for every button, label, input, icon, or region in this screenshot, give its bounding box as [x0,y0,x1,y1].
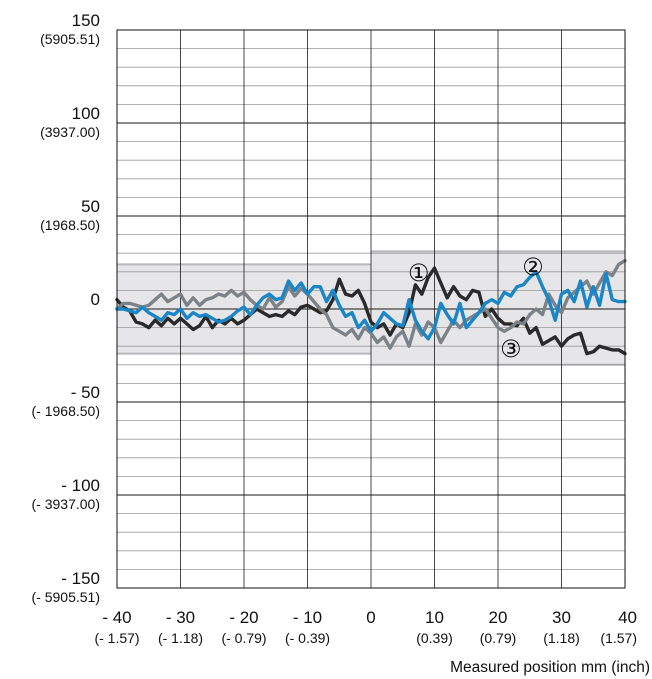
y-tick-sublabel: (3937.00) [40,124,100,140]
x-tick-sublabel: (- 1.18) [158,630,203,646]
series-line-3 [115,270,627,341]
annotation-marker-2: ② [522,253,544,281]
x-tick-label: - 40 [102,608,131,627]
x-tick-sublabel: (1.18) [543,630,580,646]
plot-frame [116,29,626,589]
x-tick-sublabel: (1.57) [600,630,637,646]
y-tick-sublabel: (- 3937.00) [32,496,100,512]
x-tick-label: 30 [552,608,571,627]
y-tick-sublabel: (- 5905.51) [32,589,100,605]
x-tick-label: 20 [489,608,508,627]
y-tick-sublabel: (- 1968.50) [32,403,100,419]
y-tick-label: - 150 [61,569,100,588]
annotation-marker-1: ① [408,259,430,287]
grid [117,30,625,588]
series-line-1 [115,266,627,356]
x-tick-label: 0 [366,608,375,627]
y-axis-tick-labels: 150(5905.51) 100(3937.00) 50(1968.50) 0 - 50… [32,11,100,605]
series-line-2 [115,258,627,350]
x-tick-sublabel: (- 0.79) [221,630,266,646]
plot-border [116,29,626,589]
y-tick-label: - 50 [71,383,100,402]
y-tick-sublabel: (1968.50) [40,217,100,233]
series-lines [115,258,627,356]
x-axis-label: Measured position mm (inch) [450,659,650,676]
x-tick-sublabel: (- 0.39) [285,630,330,646]
x-tick-sublabel: (- 1.57) [94,630,139,646]
y-tick-label: 0 [91,290,100,309]
y-tick-label: 150 [72,11,100,30]
x-tick-label: - 20 [229,608,258,627]
x-tick-label: 10 [425,608,444,627]
y-tick-label: 100 [72,104,100,123]
x-tick-sublabel: (0.79) [480,630,517,646]
x-tick-label: 40 [618,608,637,627]
y-tick-label: - 100 [61,476,100,495]
x-tick-sublabel: (0.39) [416,630,453,646]
annotation-marker-3: ③ [500,335,522,363]
x-tick-label: - 10 [293,608,322,627]
x-axis-tick-labels: - 40 (- 1.57) - 30 (- 1.18) - 20 (- 0.79) - 10… [94,608,637,646]
annotations: ① ② ③ [408,253,544,363]
y-tick-sublabel: (5905.51) [40,31,100,47]
x-tick-label: - 30 [166,608,195,627]
y-tick-label: 50 [81,197,100,216]
